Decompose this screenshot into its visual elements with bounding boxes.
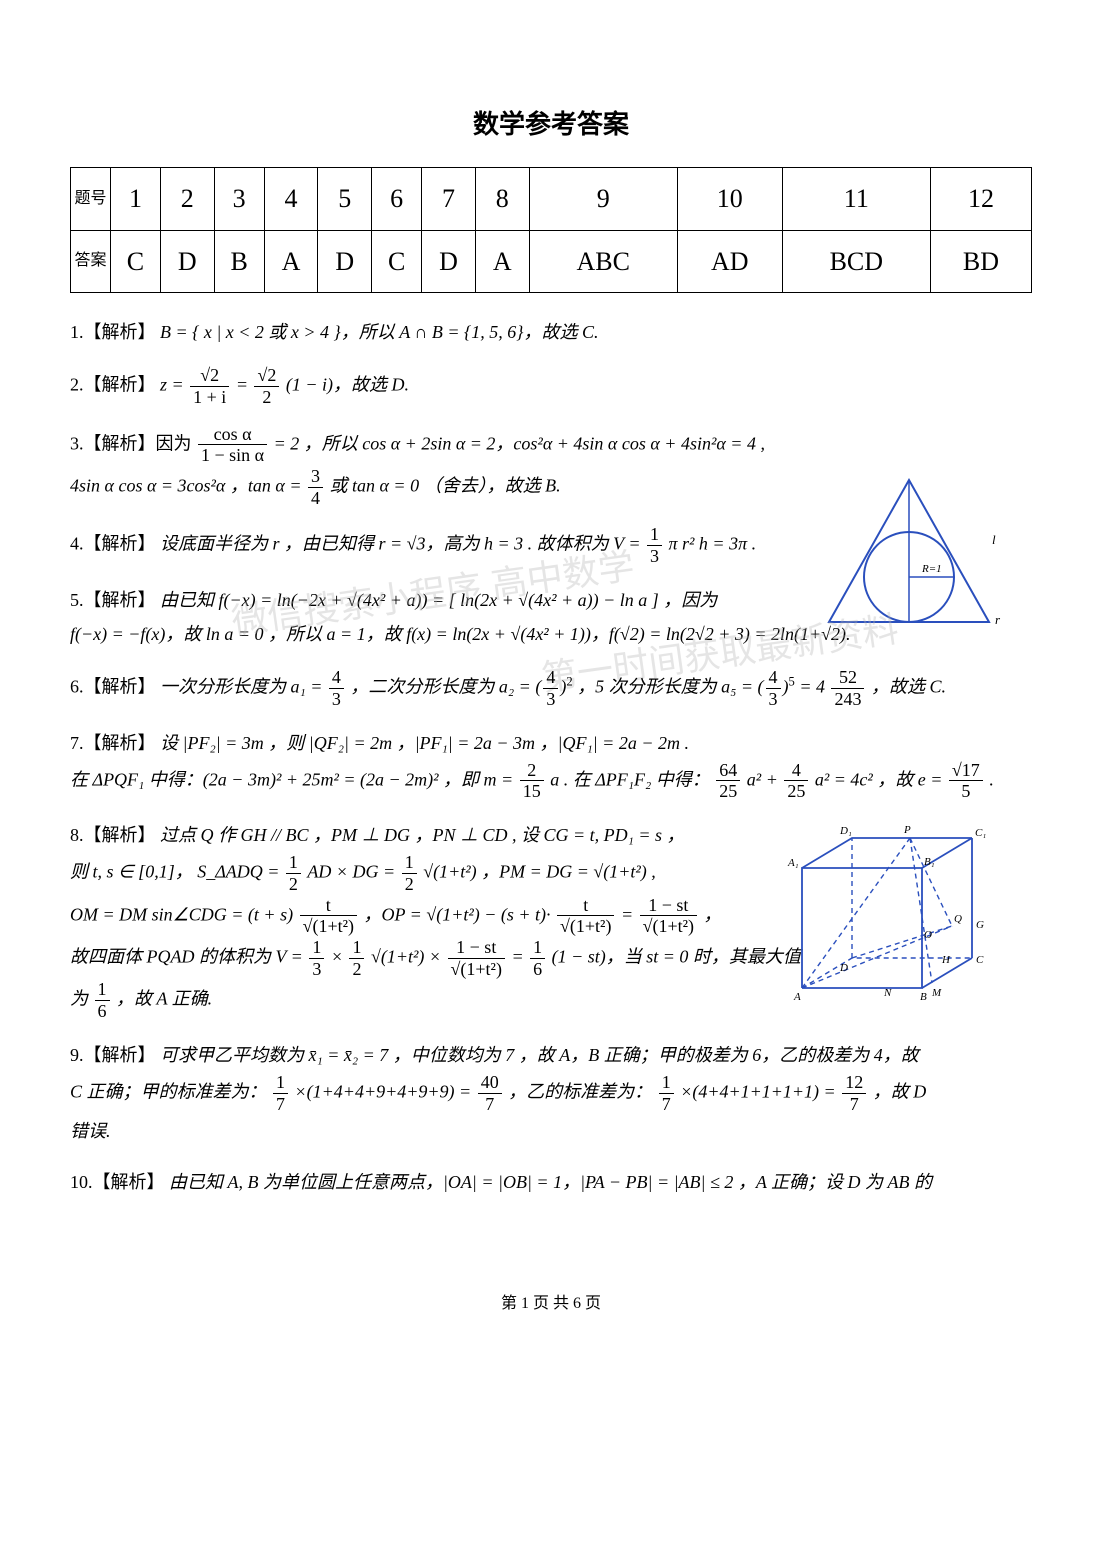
line1: 由已知 f(−x) = ln(−2x + √(4x² + a)) = [ ln(… — [160, 590, 717, 610]
ans: BD — [930, 230, 1031, 292]
body-b: ，二次分形长度为 a₂ = — [350, 677, 530, 697]
solution-2: 2.【解析】 z = √21 + i = √22 (1 − i)，故选 D. — [70, 365, 1032, 407]
row-label-answer: 答案 — [71, 230, 111, 292]
qnum: 11 — [782, 168, 930, 230]
ans: C — [372, 230, 422, 292]
ans: C — [111, 230, 161, 292]
svg-text:M: M — [931, 987, 942, 999]
svg-text:N: N — [883, 987, 892, 999]
qnum: 6 — [372, 168, 422, 230]
label: 1.【解析】 — [70, 322, 156, 342]
qnum: 5 — [318, 168, 372, 230]
svg-text:A₁: A₁ — [787, 857, 799, 869]
ans: B — [214, 230, 264, 292]
frac-den: 4 — [308, 488, 323, 509]
solution-9: 9.【解析】 可求甲乙平均数为 x̄₁ = x̄₂ = 7 ，中位数均为 7 ，… — [70, 1038, 1032, 1149]
qnum: 10 — [677, 168, 782, 230]
body-a: 设底面半径为 r ，由已知得 r = √3，高为 h = 3 . 故体积为 V … — [160, 534, 641, 554]
qnum: 3 — [214, 168, 264, 230]
frac-den: 1 + i — [190, 387, 229, 408]
page-title: 数学参考答案 — [70, 100, 1032, 149]
solution-4: l r R=1 4.【解析】 设底面半径为 r ，由已知得 r = √3，高为 … — [70, 524, 1032, 566]
svg-text:O: O — [924, 929, 932, 941]
cube-diagram: A B C D A₁ B₁ C₁ D₁ P Q G H M N O — [782, 818, 992, 1019]
answer-table: 题号 1 2 3 4 5 6 7 8 9 10 11 12 答案 C D B A… — [70, 167, 1032, 293]
label: 7.【解析】 — [70, 733, 156, 753]
solution-5: 5.【解析】 由已知 f(−x) = ln(−2x + √(4x² + a)) … — [70, 583, 1032, 651]
label: 3.【解析】因为 — [70, 433, 192, 453]
ans: BCD — [782, 230, 930, 292]
line2a: 在 ΔPQF₁ 中得：(2a − 3m)² + 25m² = (2a − 2m)… — [70, 769, 513, 789]
frac-num: cos α — [198, 424, 267, 446]
svg-text:B: B — [920, 991, 927, 1003]
ans: D — [160, 230, 214, 292]
frac-den: 2 — [254, 387, 279, 408]
row-label-number: 题号 — [71, 168, 111, 230]
frac-num: √2 — [254, 365, 279, 387]
label: 10.【解析】 — [70, 1172, 165, 1192]
svg-text:P: P — [903, 824, 911, 836]
ans: D — [318, 230, 372, 292]
solution-8: A B C D A₁ B₁ C₁ D₁ P Q G H M N O 8.【解析】… — [70, 818, 1032, 1022]
page-footer: 第 1 页 共 6 页 — [70, 1289, 1032, 1319]
svg-text:l: l — [992, 532, 996, 547]
frac-den: 3 — [647, 546, 662, 567]
ans: AD — [677, 230, 782, 292]
label: 4.【解析】 — [70, 534, 156, 554]
frac-num: 3 — [308, 466, 323, 488]
label: 6.【解析】 — [70, 677, 156, 697]
qnum: 12 — [930, 168, 1031, 230]
tail: (1 − i)，故选 D. — [286, 375, 409, 395]
svg-text:Q: Q — [954, 913, 962, 925]
label: 2.【解析】 — [70, 375, 156, 395]
body-c: ，5 次分形长度为 a₅ = — [577, 677, 753, 697]
svg-text:D: D — [839, 962, 848, 974]
mid: = 2 ，所以 cos α + 2sin α = 2，cos²α + 4sin … — [274, 433, 765, 453]
qnum: 4 — [264, 168, 318, 230]
tail: ，故选 C. — [871, 677, 946, 697]
qnum: 2 — [160, 168, 214, 230]
svg-text:C₁: C₁ — [975, 827, 986, 839]
ans: ABC — [529, 230, 677, 292]
ans: A — [264, 230, 318, 292]
line1: 设 |PF₂| = 3m ，则 |QF₂| = 2m ，|PF₁| = 2a −… — [160, 733, 689, 753]
solution-7: 7.【解析】 设 |PF₂| = 3m ，则 |QF₂| = 2m ，|PF₁|… — [70, 726, 1032, 803]
svg-text:B₁: B₁ — [924, 856, 935, 868]
label: 5.【解析】 — [70, 590, 156, 610]
ans: D — [422, 230, 476, 292]
svg-text:G: G — [976, 919, 984, 931]
frac-num: √2 — [190, 365, 229, 387]
solution-6: 6.【解析】 一次分形长度为 a₁ = 43 ，二次分形长度为 a₂ = (43… — [70, 667, 1032, 709]
line2a: 4sin α cos α = 3cos²α ，tan α = — [70, 475, 301, 495]
frac-den: 1 − sin α — [198, 445, 267, 466]
qnum: 1 — [111, 168, 161, 230]
label: 8.【解析】 — [70, 825, 156, 845]
body-b: π r² h = 3π . — [669, 534, 757, 554]
line2b: 或 tan α = 0 （舍去），故选 B. — [329, 475, 560, 495]
qnum: 9 — [529, 168, 677, 230]
qnum: 7 — [422, 168, 476, 230]
svg-text:D₁: D₁ — [839, 825, 852, 837]
body-a: 一次分形长度为 a₁ = — [160, 677, 322, 697]
svg-text:C: C — [976, 954, 984, 966]
svg-text:H: H — [941, 954, 951, 966]
body: B = { x | x < 2 或 x > 4 }，所以 A ∩ B = {1,… — [160, 322, 598, 342]
line2: f(−x) = −f(x)，故 ln a = 0 ，所以 a = 1，故 f(x… — [70, 624, 851, 644]
svg-text:R=1: R=1 — [921, 563, 942, 575]
svg-text:A: A — [793, 991, 801, 1003]
frac-num: 1 — [647, 524, 662, 546]
qnum: 8 — [475, 168, 529, 230]
ans: A — [475, 230, 529, 292]
solution-10: 10.【解析】 由已知 A, B 为单位圆上任意两点，|OA| = |OB| =… — [70, 1165, 1032, 1199]
label: 9.【解析】 — [70, 1045, 156, 1065]
solution-1: 1.【解析】 B = { x | x < 2 或 x > 4 }，所以 A ∩ … — [70, 315, 1032, 349]
